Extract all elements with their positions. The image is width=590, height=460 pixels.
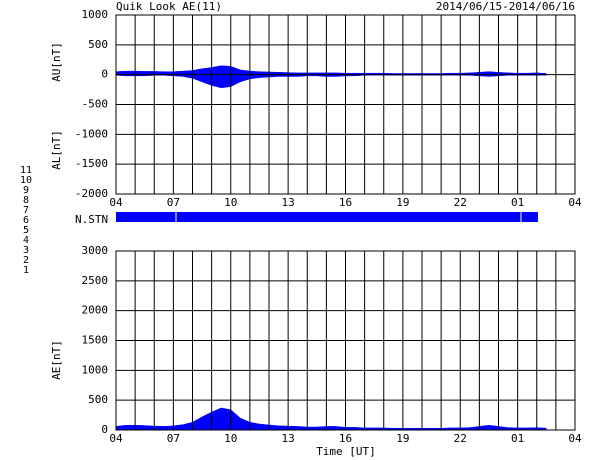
plot-frame <box>115 14 576 195</box>
y-axis-label: AU[nT] <box>50 42 63 82</box>
x-tick-label: 04 <box>109 432 123 445</box>
chart-title: Quik Look AE(11) <box>116 0 222 13</box>
y-tick-label: -2000 <box>75 187 108 200</box>
area <box>115 407 547 431</box>
station-legend-item: 9 <box>23 185 29 196</box>
station-legend-item: 1 <box>23 265 29 276</box>
y-tick-label: 0 <box>101 68 108 81</box>
x-tick-label: 01 <box>511 196 524 209</box>
station-legend-item: 7 <box>23 205 29 216</box>
station-legend-item: 11 <box>20 165 32 176</box>
x-tick-label: 10 <box>224 432 237 445</box>
x-tick-label: 16 <box>339 432 352 445</box>
x-tick-label: 07 <box>167 196 180 209</box>
x-tick-label: 22 <box>454 432 467 445</box>
chart-subtitle: 2014/06/15-2014/06/16 <box>436 0 575 13</box>
x-tick-label: 10 <box>224 196 237 209</box>
y-tick-label: 0 <box>101 423 108 436</box>
y-tick-label: 3000 <box>82 244 109 257</box>
area <box>115 74 547 89</box>
x-tick-label: 13 <box>282 196 295 209</box>
x-tick-label: 04 <box>109 196 123 209</box>
y-tick-label: 1000 <box>82 363 109 376</box>
station-legend-item: 10 <box>20 175 32 186</box>
x-tick-label: 04 <box>568 432 582 445</box>
y-tick-label: -500 <box>82 98 109 111</box>
y-tick-label: 500 <box>88 393 108 406</box>
x-tick-label: 19 <box>396 432 409 445</box>
y-tick-label: -1500 <box>75 157 108 170</box>
y-axis-label: AE[nT] <box>50 340 63 380</box>
y-tick-label: 1000 <box>82 8 109 21</box>
station-legend-item: 3 <box>23 245 29 256</box>
y-tick-label: 2500 <box>82 274 109 287</box>
station-legend-item: 6 <box>23 215 29 226</box>
station-bar-label: N.STN <box>75 213 108 226</box>
x-tick-label: 16 <box>339 196 352 209</box>
station-legend-item: 5 <box>23 225 29 236</box>
x-tick-label: 01 <box>511 432 524 445</box>
y-tick-label: 2000 <box>82 304 109 317</box>
area <box>115 65 547 75</box>
y-tick-label: 500 <box>88 38 108 51</box>
x-tick-label: 04 <box>568 196 582 209</box>
x-axis-label: Time [UT] <box>316 445 376 458</box>
station-legend-item: 4 <box>23 235 29 246</box>
station-legend-item: 8 <box>23 195 29 206</box>
y-tick-label: 1500 <box>82 334 109 347</box>
station-bar <box>116 212 538 222</box>
x-tick-label: 13 <box>282 432 295 445</box>
y-tick-label: -1000 <box>75 127 108 140</box>
y-axis-label: AL[nT] <box>50 130 63 170</box>
x-tick-label: 19 <box>396 196 409 209</box>
plot-frame <box>115 250 576 431</box>
x-tick-label: 22 <box>454 196 467 209</box>
x-tick-label: 07 <box>167 432 180 445</box>
station-legend-item: 2 <box>23 255 29 266</box>
